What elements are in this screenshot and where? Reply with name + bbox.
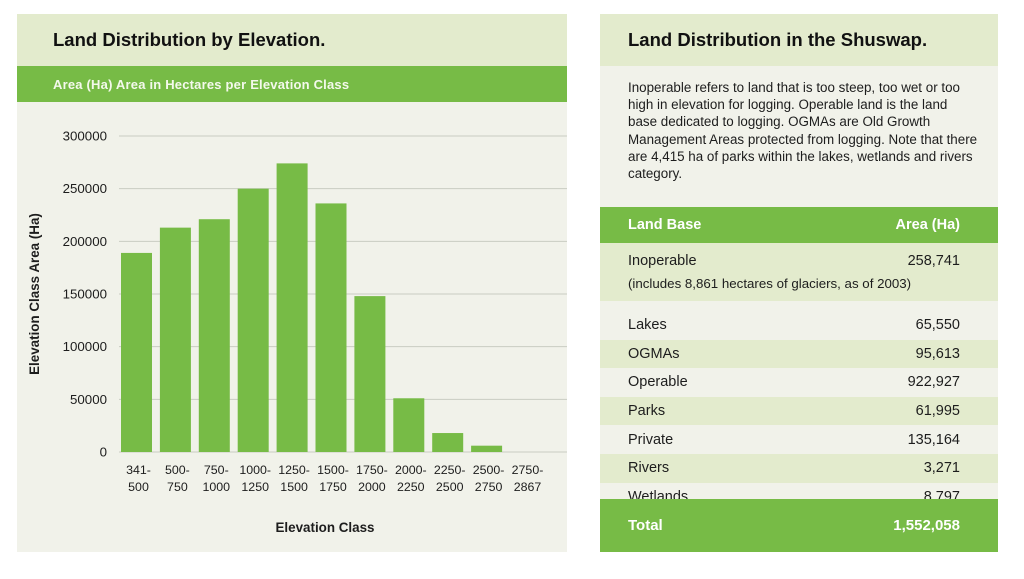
total-value: 1,552,058 xyxy=(893,517,960,534)
bar xyxy=(276,163,308,452)
row-label: Operable xyxy=(628,374,688,391)
chart-header-bar: Area (Ha) Area in Hectares per Elevation… xyxy=(17,66,567,102)
y-tick-label: 50000 xyxy=(70,392,107,407)
row-value: 61,995 xyxy=(915,403,960,420)
y-tick-label: 250000 xyxy=(63,181,107,196)
row-note: (includes 8,861 hectares of glaciers, as… xyxy=(628,276,912,291)
chart-panel-title: Land Distribution by Elevation. xyxy=(17,14,567,66)
table-header-row: Land Base Area (Ha) xyxy=(600,207,998,243)
table-row: Parks 61,995 xyxy=(600,396,998,426)
x-tick-label: 1250- xyxy=(278,463,310,477)
table-panel-title: Land Distribution in the Shuswap. xyxy=(600,14,998,66)
table-row: Lakes 65,550 xyxy=(600,311,998,340)
row-value: 258,741 xyxy=(907,253,960,269)
elevation-bar-chart: 0 50000 100000 150000 200000 250000 300000 341-… xyxy=(27,129,567,535)
y-axis-label: Elevation Class Area (Ha) xyxy=(27,213,42,375)
row-value: 135,164 xyxy=(907,431,960,448)
row-label: Parks xyxy=(628,403,666,420)
elevation-chart-panel: Land Distribution by Elevation. Area (Ha… xyxy=(17,14,567,552)
x-tick-label: 1750- xyxy=(356,463,388,477)
y-tick-label: 150000 xyxy=(63,287,107,302)
bar xyxy=(432,433,464,452)
y-tick-label: 200000 xyxy=(63,234,107,249)
x-tick-label: 2750- xyxy=(512,463,544,477)
x-tick-label: 2867 xyxy=(514,480,542,494)
bar xyxy=(198,219,230,452)
table-row-inoperable: Inoperable 258,741 (includes 8,861 hecta… xyxy=(600,243,998,301)
x-tick-label: 500- xyxy=(165,463,190,477)
row-value: 95,613 xyxy=(915,345,960,362)
x-tick-label: 1000 xyxy=(203,480,231,494)
bar xyxy=(393,398,425,452)
x-tick-label: 2750 xyxy=(475,480,503,494)
x-axis-label: Elevation Class xyxy=(276,520,375,535)
row-label: Lakes xyxy=(628,317,667,334)
x-tick-label: 2500- xyxy=(473,463,505,477)
land-distribution-panel: Land Distribution in the Shuswap. Inoper… xyxy=(600,14,998,552)
row-value: 65,550 xyxy=(915,317,960,334)
table-total-row: Total 1,552,058 xyxy=(600,499,998,552)
x-tick-label: 500 xyxy=(128,480,149,494)
x-tick-label: 1500 xyxy=(280,480,308,494)
bar xyxy=(237,188,269,452)
x-tick-label: 1250 xyxy=(241,480,269,494)
row-value: 922,927 xyxy=(907,374,960,391)
bar xyxy=(315,203,347,452)
bar xyxy=(121,252,152,452)
row-value: 3,271 xyxy=(923,460,960,477)
intro-paragraph: Inoperable refers to land that is too st… xyxy=(628,80,978,182)
row-label: Private xyxy=(628,431,674,448)
x-tick-label: 2250- xyxy=(434,463,466,477)
bar xyxy=(471,445,503,452)
y-tick-label: 100000 xyxy=(63,339,107,354)
table-row: Rivers 3,271 xyxy=(600,453,998,483)
x-tick-label: 341- xyxy=(126,463,151,477)
bar xyxy=(354,296,386,452)
x-tick-label: 2000- xyxy=(395,463,427,477)
x-tick-label: 2250 xyxy=(397,480,425,494)
row-label: Inoperable xyxy=(628,253,697,269)
x-tick-label: 1750 xyxy=(319,480,347,494)
x-tick-label: 750 xyxy=(167,480,188,494)
y-tick-label: 300000 xyxy=(63,129,107,144)
row-spacer xyxy=(600,301,998,311)
table-row: Private 135,164 xyxy=(600,425,998,454)
row-label: OGMAs xyxy=(628,345,680,362)
area-column-header: Area (Ha) xyxy=(895,217,960,233)
table-row: OGMAs 95,613 xyxy=(600,339,998,369)
x-tick-label: 750- xyxy=(204,463,229,477)
x-tick-label: 1000- xyxy=(239,463,271,477)
x-tick-label: 2000 xyxy=(358,480,386,494)
land-base-column-header: Land Base xyxy=(628,217,702,233)
x-tick-label: 2500 xyxy=(436,480,464,494)
row-label: Rivers xyxy=(628,460,670,477)
total-label: Total xyxy=(628,517,663,534)
bar xyxy=(159,227,191,452)
y-tick-label: 0 xyxy=(100,445,107,460)
table-row: Operable 922,927 xyxy=(600,368,998,397)
x-tick-label: 1500- xyxy=(317,463,349,477)
